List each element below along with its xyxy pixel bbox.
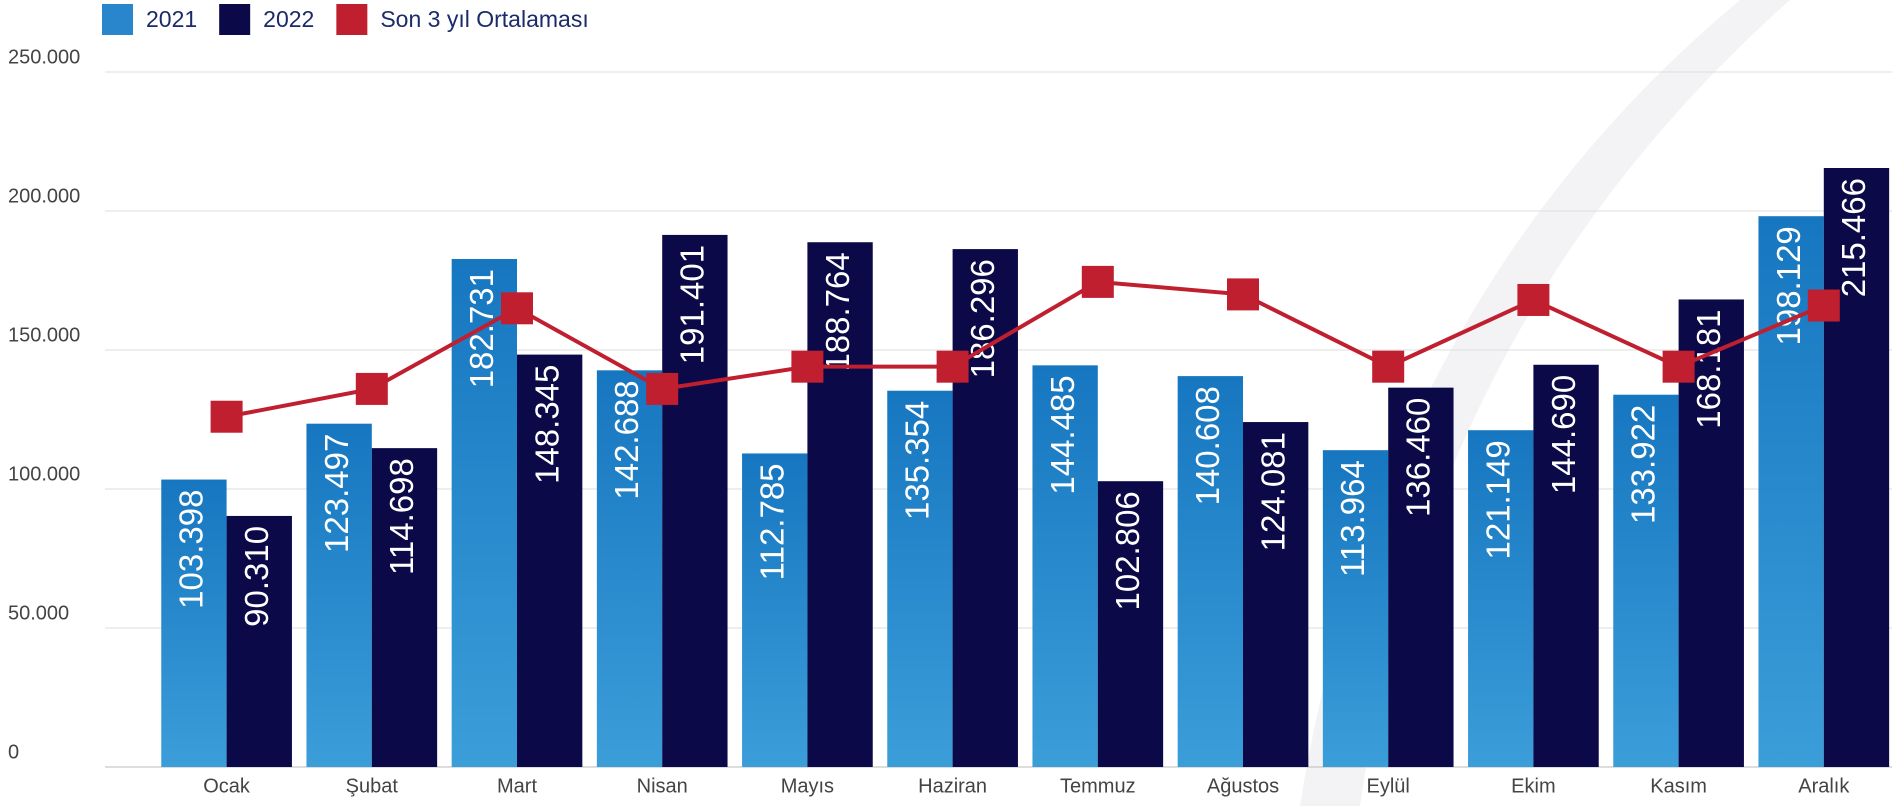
y-tick-label: 200.000: [8, 185, 80, 207]
marker: [1517, 283, 1550, 316]
value-label: 191.401: [674, 245, 711, 364]
value-label: 148.345: [528, 365, 565, 484]
y-tick-label: 0: [8, 741, 19, 763]
bar: [662, 234, 728, 767]
x-tick-label: Ekim: [1511, 775, 1555, 797]
marker: [936, 350, 969, 383]
x-tick-label: Kasım: [1650, 775, 1707, 797]
x-tick-label: Mart: [497, 775, 537, 797]
x-tick-label: Temmuz: [1060, 775, 1136, 797]
x-tick-label: Mayıs: [781, 775, 834, 797]
legend-label: Son 3 yıl Ortalaması: [380, 6, 588, 32]
bar: [161, 479, 227, 767]
y-tick-label: 100.000: [8, 463, 80, 485]
marker: [1662, 350, 1695, 383]
y-tick-label: 250.000: [8, 46, 80, 68]
value-label: 215.466: [1835, 178, 1872, 297]
y-tick-label: 50.000: [8, 602, 69, 624]
value-label: 140.608: [1189, 386, 1226, 505]
value-label: 135.354: [899, 401, 936, 520]
bar: [1177, 376, 1243, 767]
x-tick-label: Haziran: [918, 775, 987, 797]
x-tick-label: Nisan: [637, 775, 688, 797]
bar: [596, 370, 663, 767]
legend-label: 2021: [146, 6, 197, 32]
marker: [355, 372, 388, 405]
bar: [517, 354, 583, 767]
marker: [646, 372, 679, 405]
bar: [306, 423, 372, 767]
value-label: 186.296: [964, 259, 1001, 378]
bar: [1468, 430, 1534, 767]
value-label: 102.806: [1109, 491, 1146, 610]
legend-swatch: [336, 4, 368, 35]
bar: [1322, 450, 1389, 767]
marker: [1807, 289, 1840, 322]
value-label: 144.485: [1044, 375, 1081, 494]
bar: [226, 515, 292, 767]
x-tick-label: Aralık: [1798, 775, 1850, 797]
y-tick-label: 150.000: [8, 324, 80, 346]
value-label: 90.310: [238, 526, 275, 627]
bar: [887, 390, 953, 767]
value-label: 188.764: [819, 252, 856, 371]
x-tick-label: Şubat: [346, 775, 399, 797]
marker: [1372, 350, 1405, 383]
legend-swatch: [219, 4, 251, 35]
value-label: 113.964: [1334, 460, 1371, 577]
value-label: 136.460: [1400, 398, 1437, 517]
value-label: 103.398: [173, 490, 210, 609]
bar: [1823, 168, 1890, 767]
value-label: 112.785: [753, 463, 790, 580]
value-label: 133.922: [1625, 405, 1662, 524]
x-tick-label: Ağustos: [1207, 775, 1279, 797]
marker: [1081, 265, 1114, 298]
legend-label: 2022: [263, 6, 314, 32]
bar: [807, 242, 873, 767]
value-label: 114.698: [383, 458, 420, 575]
marker: [791, 350, 824, 383]
marker: [501, 292, 533, 325]
bar: [1097, 481, 1164, 767]
marker: [210, 400, 243, 433]
x-tick-label: Ocak: [203, 775, 251, 797]
value-label: 123.497: [318, 434, 355, 553]
bar: [1388, 387, 1454, 767]
value-label: 144.690: [1545, 375, 1582, 494]
marker: [1227, 278, 1259, 311]
bar: [1243, 422, 1309, 767]
value-label: 142.688: [608, 380, 645, 499]
bar: [742, 453, 808, 767]
bar: [371, 448, 438, 767]
bar: [451, 259, 517, 767]
value-label: 121.149: [1479, 440, 1516, 559]
bar: [1533, 364, 1599, 767]
bar: [1613, 394, 1679, 767]
x-tick-label: Eylül: [1367, 775, 1410, 797]
line: [226, 279, 1825, 419]
value-label: 124.081: [1254, 432, 1291, 551]
legend-swatch: [102, 4, 133, 35]
value-label: 168.181: [1690, 309, 1727, 428]
bar: [1032, 365, 1098, 767]
